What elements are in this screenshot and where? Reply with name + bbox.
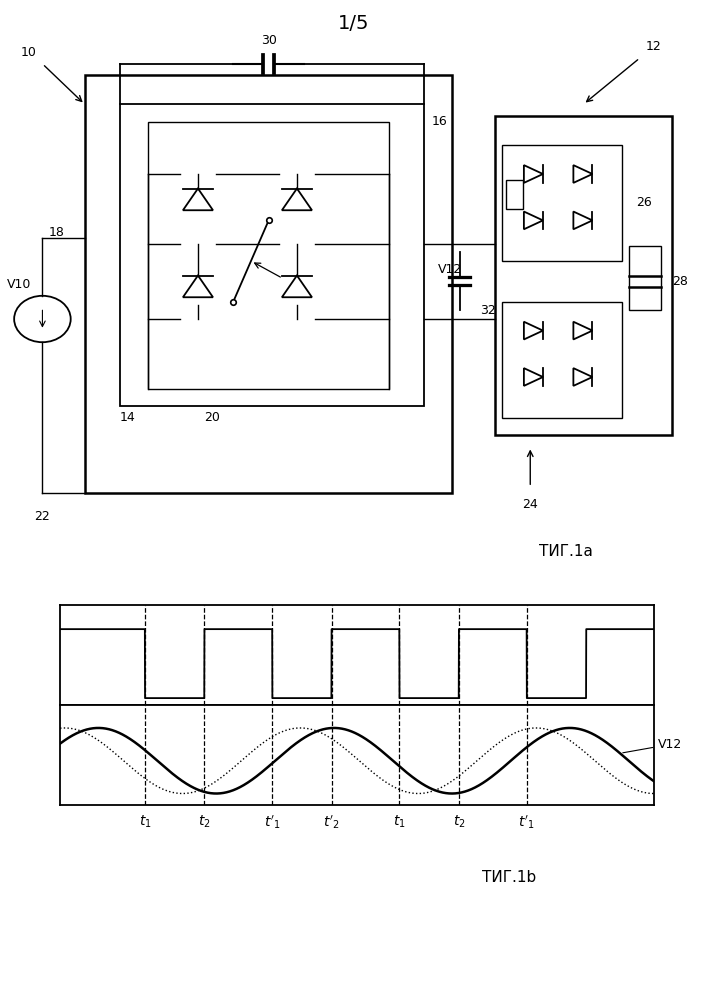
Bar	[502, 145, 622, 261]
Bar	[495, 116, 672, 435]
Text: 32: 32	[480, 304, 496, 317]
Bar	[120, 104, 424, 406]
Text: $t_1$: $t_1$	[139, 814, 151, 830]
Text: $t_1$: $t_1$	[393, 814, 406, 830]
Bar	[502, 302, 622, 418]
Text: 22: 22	[35, 510, 50, 523]
Text: 18: 18	[49, 226, 64, 238]
Text: 12: 12	[646, 40, 662, 53]
Text: V12: V12	[623, 738, 682, 753]
Text: 30: 30	[261, 34, 276, 47]
Bar	[629, 246, 661, 310]
Text: 28: 28	[672, 275, 687, 288]
Bar	[85, 75, 452, 493]
Text: $t_2$: $t_2$	[452, 814, 465, 830]
Text: 1/5: 1/5	[338, 14, 369, 33]
Text: 14: 14	[119, 411, 135, 424]
Text: V12: V12	[438, 263, 462, 276]
Text: V10: V10	[7, 278, 31, 291]
Bar	[506, 180, 523, 209]
Text: 16: 16	[431, 115, 447, 128]
Text: 10: 10	[21, 46, 36, 59]
Text: ΤИГ.1b: ΤИГ.1b	[482, 870, 536, 885]
Text: $t'_1$: $t'_1$	[518, 813, 535, 831]
Text: 24: 24	[522, 498, 538, 511]
Text: 26: 26	[636, 196, 652, 210]
Text: $t_2$: $t_2$	[198, 814, 211, 830]
Text: $t'_1$: $t'_1$	[264, 813, 281, 831]
Text: $t'_2$: $t'_2$	[323, 813, 340, 831]
Text: 20: 20	[204, 411, 220, 424]
Text: ΤИГ.1а: ΤИГ.1а	[539, 544, 592, 558]
Bar	[148, 122, 389, 389]
